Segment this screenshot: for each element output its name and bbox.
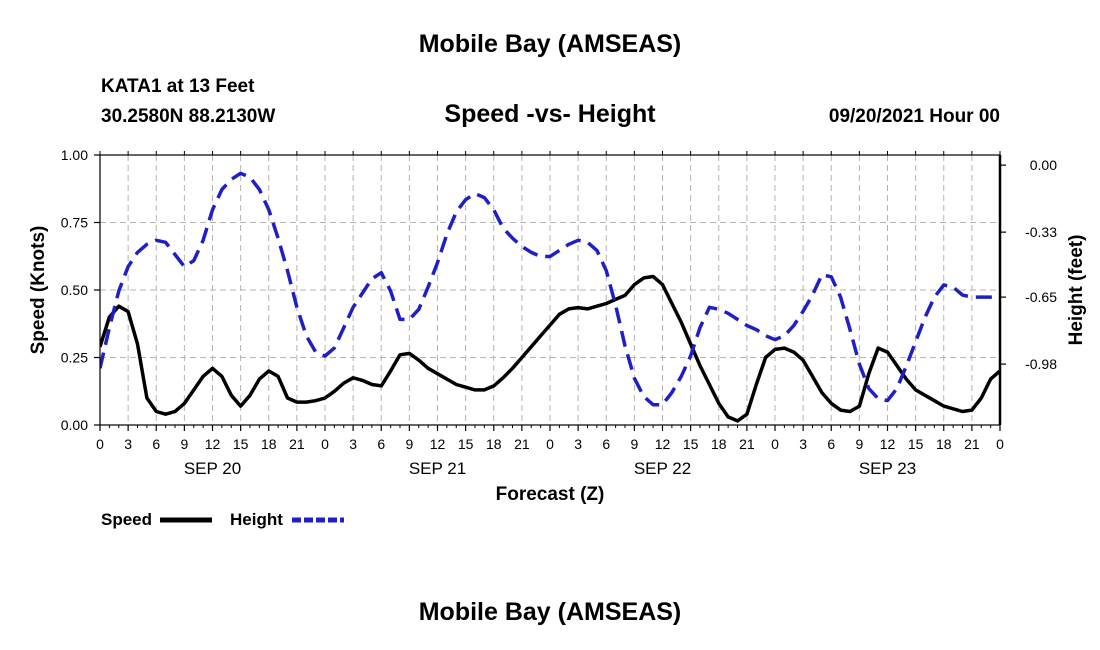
y-left-tick-label: 0.25 bbox=[61, 350, 88, 366]
x-tick-label: 0 bbox=[996, 436, 1004, 452]
x-tick-label: 6 bbox=[152, 436, 160, 452]
station-label: KATA1 at 13 Feet bbox=[101, 76, 255, 97]
x-tick-label: 18 bbox=[936, 436, 952, 452]
legend: Speed Height bbox=[101, 510, 344, 529]
footer-title: Mobile Bay (AMSEAS) bbox=[418, 598, 682, 626]
y-right-axis-title: Height (feet) bbox=[1066, 235, 1087, 346]
y-left-tick-label: 1.00 bbox=[61, 147, 88, 163]
x-tick-label: 21 bbox=[964, 436, 980, 452]
station-coordinates: 30.2580N 88.2130W bbox=[101, 106, 276, 127]
x-tick-label: 15 bbox=[908, 436, 924, 452]
y-left-tick-label: 0.50 bbox=[61, 282, 88, 298]
x-tick-label: 0 bbox=[546, 436, 554, 452]
legend-label-height: Height bbox=[230, 510, 283, 529]
x-tick-label: 9 bbox=[855, 436, 863, 452]
x-tick-label: 12 bbox=[430, 436, 446, 452]
forecast-datetime: 09/20/2021 Hour 00 bbox=[828, 106, 1000, 127]
x-tick-label: 18 bbox=[261, 436, 277, 452]
x-tick-label: 21 bbox=[289, 436, 305, 452]
x-tick-label: 6 bbox=[602, 436, 610, 452]
x-tick-label: 18 bbox=[486, 436, 502, 452]
x-tick-label: 3 bbox=[574, 436, 582, 452]
x-axis-title: Forecast (Z) bbox=[496, 484, 605, 505]
y-right-tick-label: -0.65 bbox=[1025, 289, 1057, 305]
x-tick-label: 9 bbox=[180, 436, 188, 452]
x-tick-label: 0 bbox=[96, 436, 104, 452]
y-right-tick-label: 0.00 bbox=[1030, 157, 1057, 173]
x-tick-label: 3 bbox=[124, 436, 132, 452]
x-tick-label: 0 bbox=[321, 436, 329, 452]
x-tick-label: 21 bbox=[514, 436, 530, 452]
y-left-axis-title: Speed (Knots) bbox=[28, 226, 49, 355]
x-tick-label: 3 bbox=[799, 436, 807, 452]
x-tick-label: 9 bbox=[630, 436, 638, 452]
x-tick-label: 0 bbox=[771, 436, 779, 452]
x-day-label: SEP 23 bbox=[859, 459, 916, 478]
x-tick-label: 18 bbox=[711, 436, 727, 452]
y-right-tick-label: -0.33 bbox=[1025, 224, 1057, 240]
x-tick-label: 15 bbox=[683, 436, 699, 452]
gridlines bbox=[100, 155, 1000, 425]
x-tick-label: 15 bbox=[233, 436, 249, 452]
x-tick-label: 6 bbox=[377, 436, 385, 452]
series-line-height bbox=[100, 171, 1000, 407]
plot-series bbox=[100, 171, 1000, 423]
x-day-label: SEP 20 bbox=[184, 459, 241, 478]
series-line-speed bbox=[100, 274, 1000, 423]
y-right-tick-label: -0.98 bbox=[1025, 356, 1057, 372]
x-tick-label: 12 bbox=[205, 436, 221, 452]
x-day-label: SEP 22 bbox=[634, 459, 691, 478]
legend-label-speed: Speed bbox=[101, 510, 152, 529]
x-tick-label: 12 bbox=[655, 436, 671, 452]
x-tick-label: 21 bbox=[739, 436, 755, 452]
x-tick-label: 3 bbox=[349, 436, 357, 452]
x-tick-label: 12 bbox=[880, 436, 896, 452]
x-tick-label: 6 bbox=[827, 436, 835, 452]
chart-title: Mobile Bay (AMSEAS) bbox=[418, 30, 682, 58]
x-day-label: SEP 21 bbox=[409, 459, 466, 478]
y-left-tick-label: 0.00 bbox=[61, 417, 88, 433]
chart-subtitle: Speed -vs- Height bbox=[444, 100, 656, 128]
x-tick-label: 9 bbox=[405, 436, 413, 452]
x-tick-label: 15 bbox=[458, 436, 474, 452]
y-left-tick-label: 0.75 bbox=[61, 215, 88, 231]
